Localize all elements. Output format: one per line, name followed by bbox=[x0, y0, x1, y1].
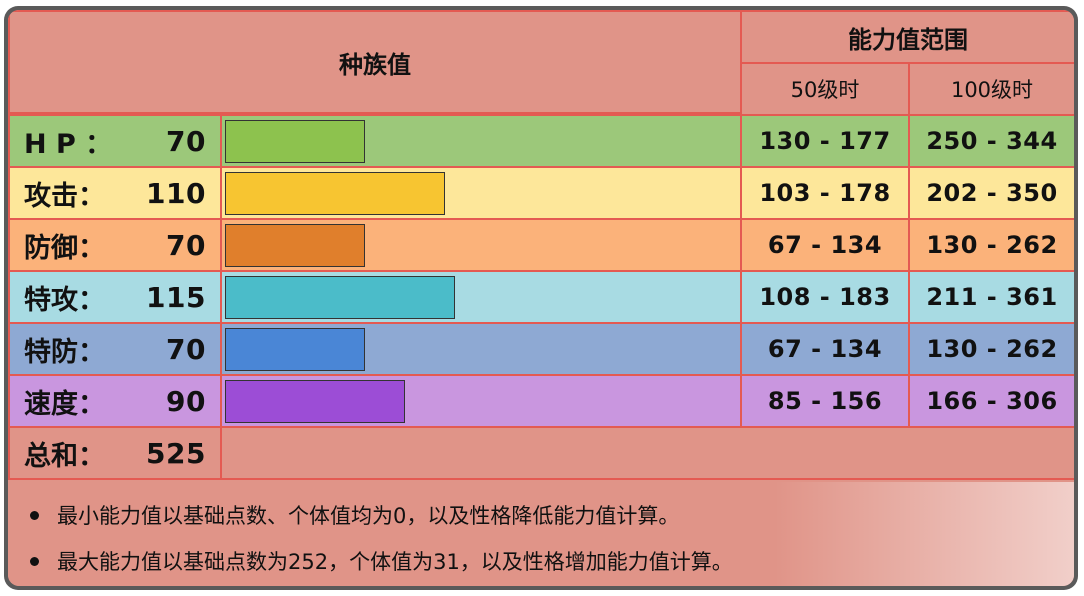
total-empty-cell bbox=[220, 426, 1074, 480]
stat-label-cell-defense: 防御： 70 bbox=[8, 218, 222, 272]
total-value: 525 bbox=[146, 436, 206, 470]
range-lv100: 130 - 262 bbox=[908, 322, 1074, 376]
stat-label: 特防： bbox=[24, 336, 105, 368]
range-lv100: 202 - 350 bbox=[908, 166, 1074, 220]
stat-value: 90 bbox=[166, 384, 206, 418]
stat-bar-cell-sp-defense bbox=[220, 322, 742, 376]
stat-bar-cell-defense bbox=[220, 218, 742, 272]
stat-bar bbox=[225, 119, 365, 163]
stat-value: 110 bbox=[146, 176, 206, 210]
stat-bar-cell-sp-attack bbox=[220, 270, 742, 324]
note-min: 最小能力值以基础点数、个体值均为0，以及性格降低能力值计算。 bbox=[30, 500, 679, 530]
total-label: 总和： bbox=[24, 440, 105, 472]
notes-section: 最小能力值以基础点数、个体值均为0，以及性格降低能力值计算。 最大能力值以基础点… bbox=[8, 482, 1074, 586]
stats-frame: 种族值 能力值范围 50级时 100级时 H P ： 70 130 - 177 250… bbox=[4, 6, 1078, 590]
range-lv50: 67 - 134 bbox=[740, 322, 910, 376]
stat-label: 攻击： bbox=[24, 180, 105, 212]
stat-value: 70 bbox=[166, 332, 206, 366]
stat-label-cell-sp-defense: 特防： 70 bbox=[8, 322, 222, 376]
stat-range-header: 能力值范围 bbox=[740, 10, 1074, 64]
stat-label: 防御： bbox=[24, 232, 105, 264]
note-max-text: 最大能力值以基础点数为252，个体值为31，以及性格增加能力值计算。 bbox=[57, 550, 733, 574]
stat-label-cell-attack: 攻击： 110 bbox=[8, 166, 222, 220]
stat-label-cell-speed: 速度： 90 bbox=[8, 374, 222, 428]
bullet-icon bbox=[30, 510, 39, 520]
base-stats-header: 种族值 bbox=[8, 10, 742, 114]
note-max: 最大能力值以基础点数为252，个体值为31，以及性格增加能力值计算。 bbox=[30, 546, 733, 576]
stat-bar bbox=[225, 223, 365, 267]
bullet-icon bbox=[30, 556, 39, 566]
range-lv50: 85 - 156 bbox=[740, 374, 910, 428]
stat-bar bbox=[225, 327, 365, 371]
stat-label: H P ： bbox=[24, 128, 113, 160]
stat-value: 70 bbox=[166, 228, 206, 262]
stat-bar bbox=[225, 171, 445, 215]
range-lv100: 250 - 344 bbox=[908, 114, 1074, 168]
range-lv100: 211 - 361 bbox=[908, 270, 1074, 324]
stat-label: 速度： bbox=[24, 388, 105, 420]
stat-label: 特攻： bbox=[24, 284, 105, 316]
stat-value: 115 bbox=[146, 280, 206, 314]
stat-bar-cell-hp bbox=[220, 114, 742, 168]
stat-label-cell-sp-attack: 特攻： 115 bbox=[8, 270, 222, 324]
level100-header: 100级时 bbox=[908, 62, 1074, 116]
range-lv50: 108 - 183 bbox=[740, 270, 910, 324]
range-lv50: 130 - 177 bbox=[740, 114, 910, 168]
range-lv50: 67 - 134 bbox=[740, 218, 910, 272]
stat-label-cell-hp: H P ： 70 bbox=[8, 114, 222, 168]
total-label-cell: 总和： 525 bbox=[8, 426, 222, 480]
stat-bar-cell-attack bbox=[220, 166, 742, 220]
stat-bar bbox=[225, 379, 405, 423]
stats-panel: 种族值 能力值范围 50级时 100级时 H P ： 70 130 - 177 250… bbox=[8, 10, 1074, 586]
note-min-text: 最小能力值以基础点数、个体值均为0，以及性格降低能力值计算。 bbox=[57, 504, 680, 528]
range-lv50: 103 - 178 bbox=[740, 166, 910, 220]
stat-bar bbox=[225, 275, 455, 319]
stat-value: 70 bbox=[166, 124, 206, 158]
level50-header: 50级时 bbox=[740, 62, 910, 116]
range-lv100: 130 - 262 bbox=[908, 218, 1074, 272]
range-lv100: 166 - 306 bbox=[908, 374, 1074, 428]
stat-bar-cell-speed bbox=[220, 374, 742, 428]
